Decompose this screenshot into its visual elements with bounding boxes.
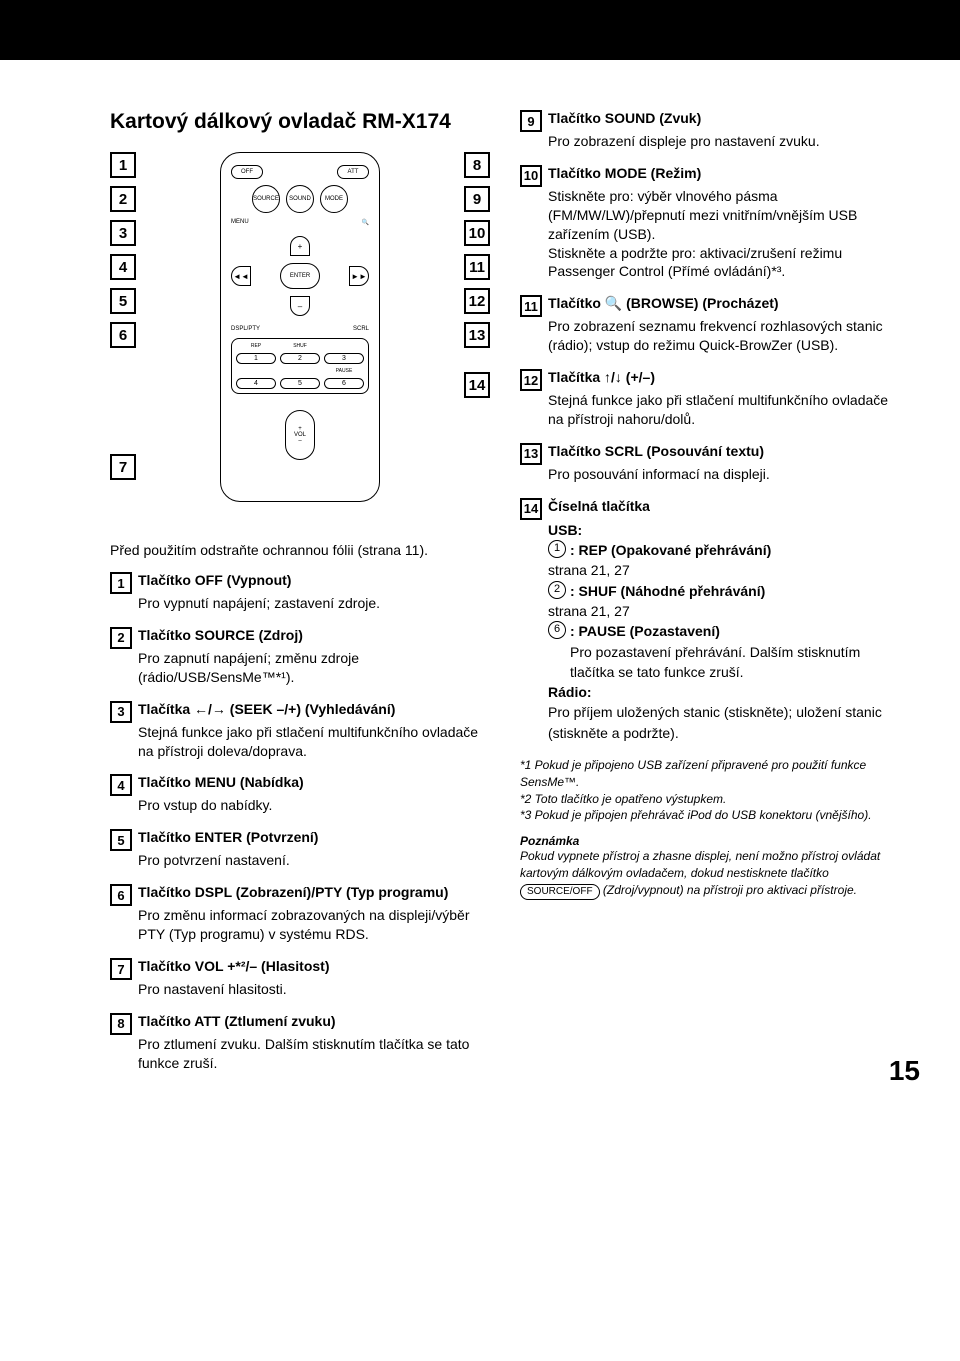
arrow-up-icon: + — [290, 236, 310, 256]
callout-inline: 4 — [110, 774, 132, 796]
callout-inline: 12 — [520, 369, 542, 391]
btn-enter: ENTER — [280, 263, 320, 289]
callout-9: 9 — [464, 186, 490, 212]
note-heading: Poznámka — [520, 834, 900, 848]
intro-text: Před použitím odstraňte ochrannou fólii … — [110, 542, 490, 558]
description-item: 2Tlačítko SOURCE (Zdroj)Pro zapnutí napá… — [110, 627, 490, 687]
note-body: Pokud vypnete přístroj a zhasne displej,… — [520, 848, 900, 900]
callout-inline: 6 — [110, 884, 132, 906]
description-item: 4Tlačítko MENU (Nabídka)Pro vstup do nab… — [110, 774, 490, 815]
circle-1-icon: 1 — [548, 540, 566, 558]
btn-sound: SOUND — [286, 185, 314, 213]
remote-outline: OFF ATT SOURCE SOUND MODE MENU🔍 + – ◄◄ ►… — [220, 152, 380, 502]
callout-inline: 3 — [110, 701, 132, 723]
num-5: 5 — [280, 378, 320, 389]
btn-vol: +VOL– — [285, 410, 315, 460]
btn-mode: MODE — [320, 185, 348, 213]
description-item: 10Tlačítko MODE (Režim)Stiskněte pro: vý… — [520, 165, 900, 281]
callout-6: 6 — [110, 322, 136, 348]
header-black-bar — [0, 0, 960, 60]
callout-2: 2 — [110, 186, 136, 212]
description-item: 9Tlačítko SOUND (Zvuk)Pro zobrazení disp… — [520, 110, 900, 151]
description-item: 12Tlačítka ↑/↓ (+/–)Stejná funkce jako p… — [520, 369, 900, 429]
callout-inline: 8 — [110, 1013, 132, 1035]
callout-inline: 11 — [520, 295, 542, 317]
btn-att: ATT — [337, 165, 369, 179]
callout-7: 7 — [110, 454, 136, 480]
callout-inline: 1 — [110, 572, 132, 594]
page-title: Kartový dálkový ovladač RM-X174 — [110, 110, 490, 134]
description-item: 7Tlačítko VOL +*²/– (Hlasitost)Pro nasta… — [110, 958, 490, 999]
callout-5: 5 — [110, 288, 136, 314]
callout-10: 10 — [464, 220, 490, 246]
callout-4: 4 — [110, 254, 136, 280]
arrow-left-icon: ◄◄ — [231, 266, 251, 286]
callout-inline: 5 — [110, 829, 132, 851]
callout-1: 1 — [110, 152, 136, 178]
description-item: 11Tlačítko 🔍 (BROWSE) (Procházet)Pro zob… — [520, 295, 900, 355]
description-item: 3Tlačítka ←/→ (SEEK –/+) (Vyhledávání)St… — [110, 701, 490, 761]
callout-inline-14: 14 — [520, 498, 542, 520]
btn-off: OFF — [231, 165, 263, 179]
callout-3: 3 — [110, 220, 136, 246]
source-off-oval: SOURCE/OFF — [520, 884, 600, 900]
callout-11: 11 — [464, 254, 490, 280]
circle-6-icon: 6 — [548, 621, 566, 639]
description-item: 1Tlačítko OFF (Vypnout)Pro vypnutí napáj… — [110, 572, 490, 613]
description-item: 5Tlačítko ENTER (Potvrzení)Pro potvrzení… — [110, 829, 490, 870]
footnotes: *1 Pokud je připojeno USB zařízení připr… — [520, 757, 900, 824]
description-item: 6Tlačítko DSPL (Zobrazení)/PTY (Typ prog… — [110, 884, 490, 944]
arrow-down-icon: – — [290, 296, 310, 316]
callout-inline: 9 — [520, 110, 542, 132]
callout-inline: 2 — [110, 627, 132, 649]
callout-14: 14 — [464, 372, 490, 398]
page-number: 15 — [889, 1055, 920, 1087]
callout-inline: 7 — [110, 958, 132, 980]
num-3: 3 — [324, 353, 364, 364]
callout-inline: 10 — [520, 165, 542, 187]
num-6: 6 — [324, 378, 364, 389]
callout-8: 8 — [464, 152, 490, 178]
description-item: 8Tlačítko ATT (Ztlumení zvuku)Pro ztlume… — [110, 1013, 490, 1073]
item-14: 14 Číselná tlačítka USB: 1: REP (Opakova… — [520, 498, 900, 743]
num-4: 4 — [236, 378, 276, 389]
callout-13: 13 — [464, 322, 490, 348]
callout-12: 12 — [464, 288, 490, 314]
btn-source: SOURCE — [252, 185, 280, 213]
description-item: 13Tlačítko SCRL (Posouvání textu)Pro pos… — [520, 443, 900, 484]
num-1: 1 — [236, 353, 276, 364]
arrow-right-icon: ►► — [349, 266, 369, 286]
remote-diagram: 1 2 3 4 5 6 7 OFF ATT SOURCE — [110, 152, 490, 502]
callout-inline: 13 — [520, 443, 542, 465]
circle-2-icon: 2 — [548, 581, 566, 599]
num-2: 2 — [280, 353, 320, 364]
